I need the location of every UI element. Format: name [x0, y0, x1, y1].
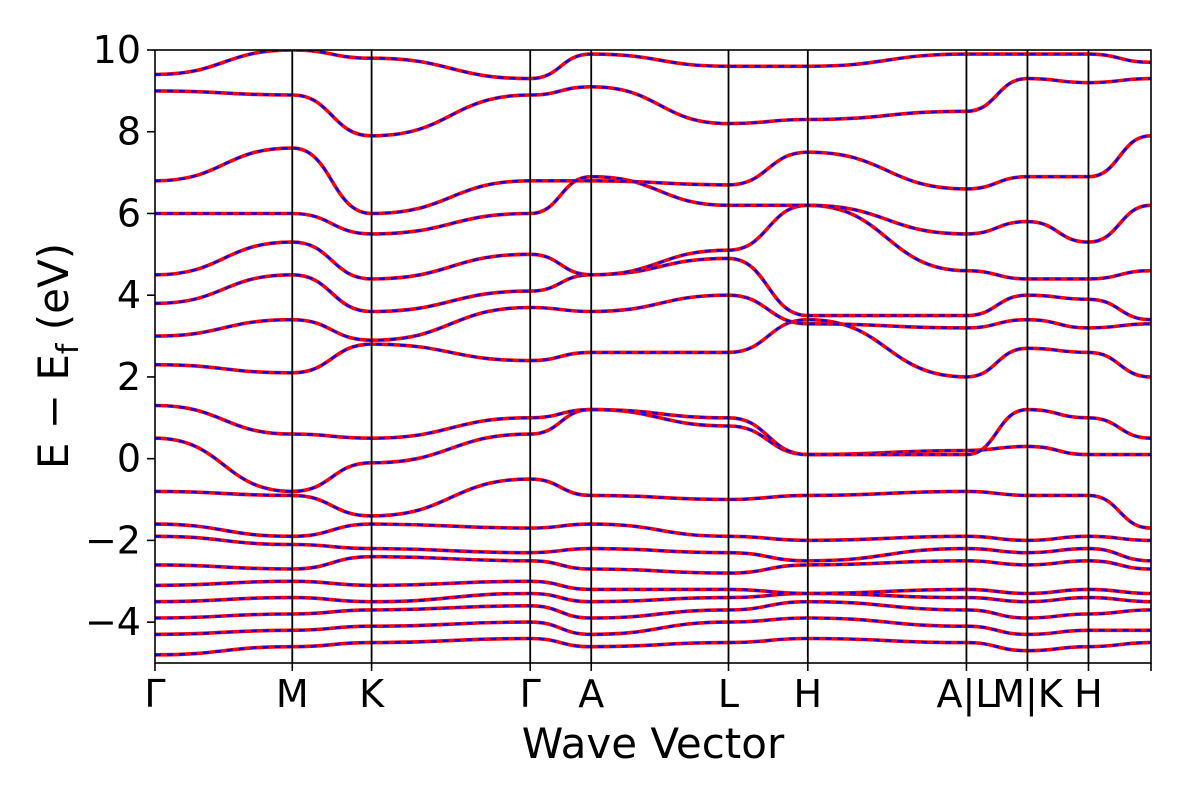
band-line-blue-dashed	[155, 592, 1151, 603]
x-tick-label: M|K	[992, 672, 1064, 717]
x-tick-label: Γ	[520, 672, 541, 716]
y-tick-label: 8	[117, 110, 141, 154]
band-line-blue-dashed	[155, 535, 1151, 563]
high-symmetry-lines	[291, 50, 1090, 663]
x-axis-ticks: Γ M K Γ A L H A|LM|K H	[144, 663, 1152, 717]
band-line-blue-dashed	[155, 50, 1151, 80]
y-tick-label: 2	[117, 355, 141, 399]
x-tick-label: L	[718, 672, 739, 716]
band-line-blue-dashed	[155, 555, 1151, 575]
x-tick-label: A|L	[936, 672, 996, 717]
y-tick-label: 6	[117, 191, 141, 235]
band-line-blue-dashed	[155, 204, 1151, 281]
band-line-blue-dashed	[155, 77, 1151, 138]
y-tick-label: 10	[93, 28, 141, 72]
plot-frame	[154, 49, 1152, 664]
y-tick-label: −4	[85, 600, 141, 644]
band-line-red	[155, 174, 1151, 244]
y-tick-label: 0	[117, 437, 141, 481]
band-line-blue-dashed	[155, 580, 1151, 595]
x-tick-label: Γ	[144, 672, 165, 716]
y-tick-label: −2	[85, 518, 141, 562]
x-tick-label: H	[1074, 672, 1103, 716]
x-tick-label: K	[359, 672, 385, 716]
x-tick-label: A	[578, 672, 604, 716]
y-tick-label: 4	[117, 273, 141, 317]
y-axis-title: E − Ef (eV)	[29, 243, 86, 469]
y-axis-title-prefix: E − E	[29, 354, 78, 469]
y-axis-title-subscript: f	[51, 342, 86, 354]
x-axis-title: Wave Vector	[522, 719, 785, 768]
band-line-blue-dashed	[155, 637, 1151, 656]
y-axis-ticks: −4 −2 0 2 4 6 8 10	[85, 28, 155, 644]
x-tick-label: M	[276, 672, 309, 716]
x-tick-label: H	[794, 672, 823, 716]
band-line-blue-dashed	[155, 257, 1151, 321]
y-axis-title-suffix: (eV)	[29, 243, 78, 344]
